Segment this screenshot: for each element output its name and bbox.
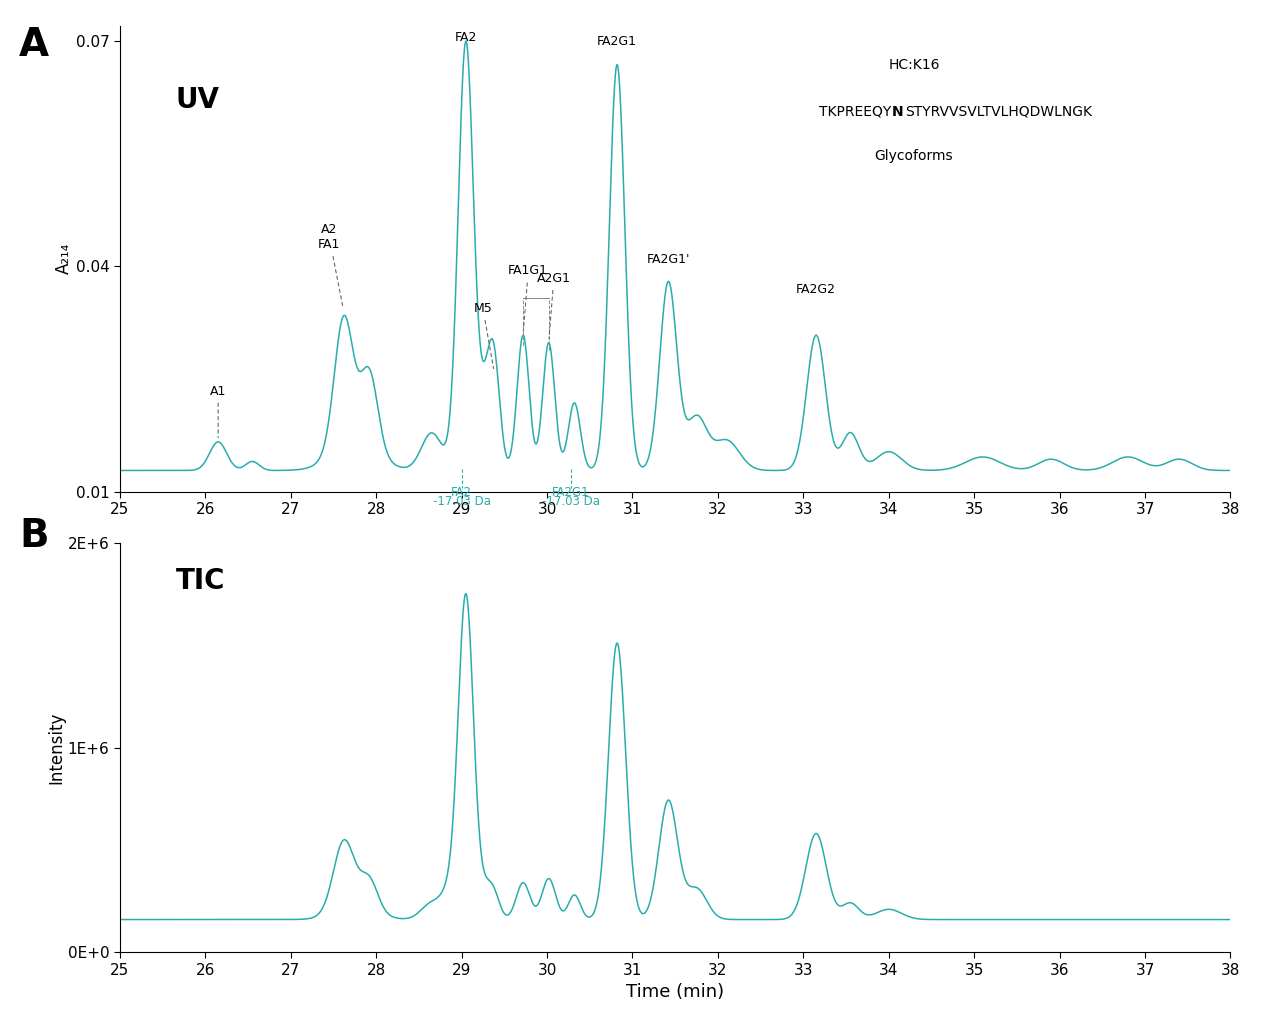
Text: TIC: TIC bbox=[175, 567, 225, 595]
Text: FA2G1: FA2G1 bbox=[553, 486, 589, 500]
Text: B: B bbox=[19, 517, 48, 555]
Text: UV: UV bbox=[175, 86, 220, 114]
Text: N: N bbox=[892, 104, 904, 119]
Text: M5: M5 bbox=[473, 302, 493, 369]
Text: STYRVVSVLTVLHQDWLNGK: STYRVVSVLTVLHQDWLNGK bbox=[905, 104, 1092, 119]
Y-axis label: A₂₁₄: A₂₁₄ bbox=[56, 243, 73, 274]
X-axis label: Time (min): Time (min) bbox=[626, 983, 724, 1001]
Text: FA2G1': FA2G1' bbox=[646, 253, 690, 266]
Text: FA2: FA2 bbox=[454, 32, 477, 44]
Text: FA2: FA2 bbox=[451, 486, 472, 500]
Text: A2G1: A2G1 bbox=[536, 271, 570, 339]
Text: FA1G1: FA1G1 bbox=[509, 264, 548, 331]
Text: A: A bbox=[19, 26, 49, 63]
Text: FA2G2: FA2G2 bbox=[796, 283, 837, 296]
Text: -17.03 Da: -17.03 Da bbox=[541, 496, 599, 508]
Text: A2
FA1: A2 FA1 bbox=[318, 223, 343, 308]
Text: TKPREEQY: TKPREEQY bbox=[819, 104, 892, 119]
Text: -17.03 Da: -17.03 Da bbox=[433, 496, 491, 508]
Text: A1: A1 bbox=[209, 385, 226, 437]
Y-axis label: Intensity: Intensity bbox=[47, 712, 64, 783]
Text: FA2G1: FA2G1 bbox=[597, 35, 637, 48]
Text: Glycoforms: Glycoforms bbox=[875, 150, 953, 163]
Text: HC:K16: HC:K16 bbox=[888, 58, 940, 73]
